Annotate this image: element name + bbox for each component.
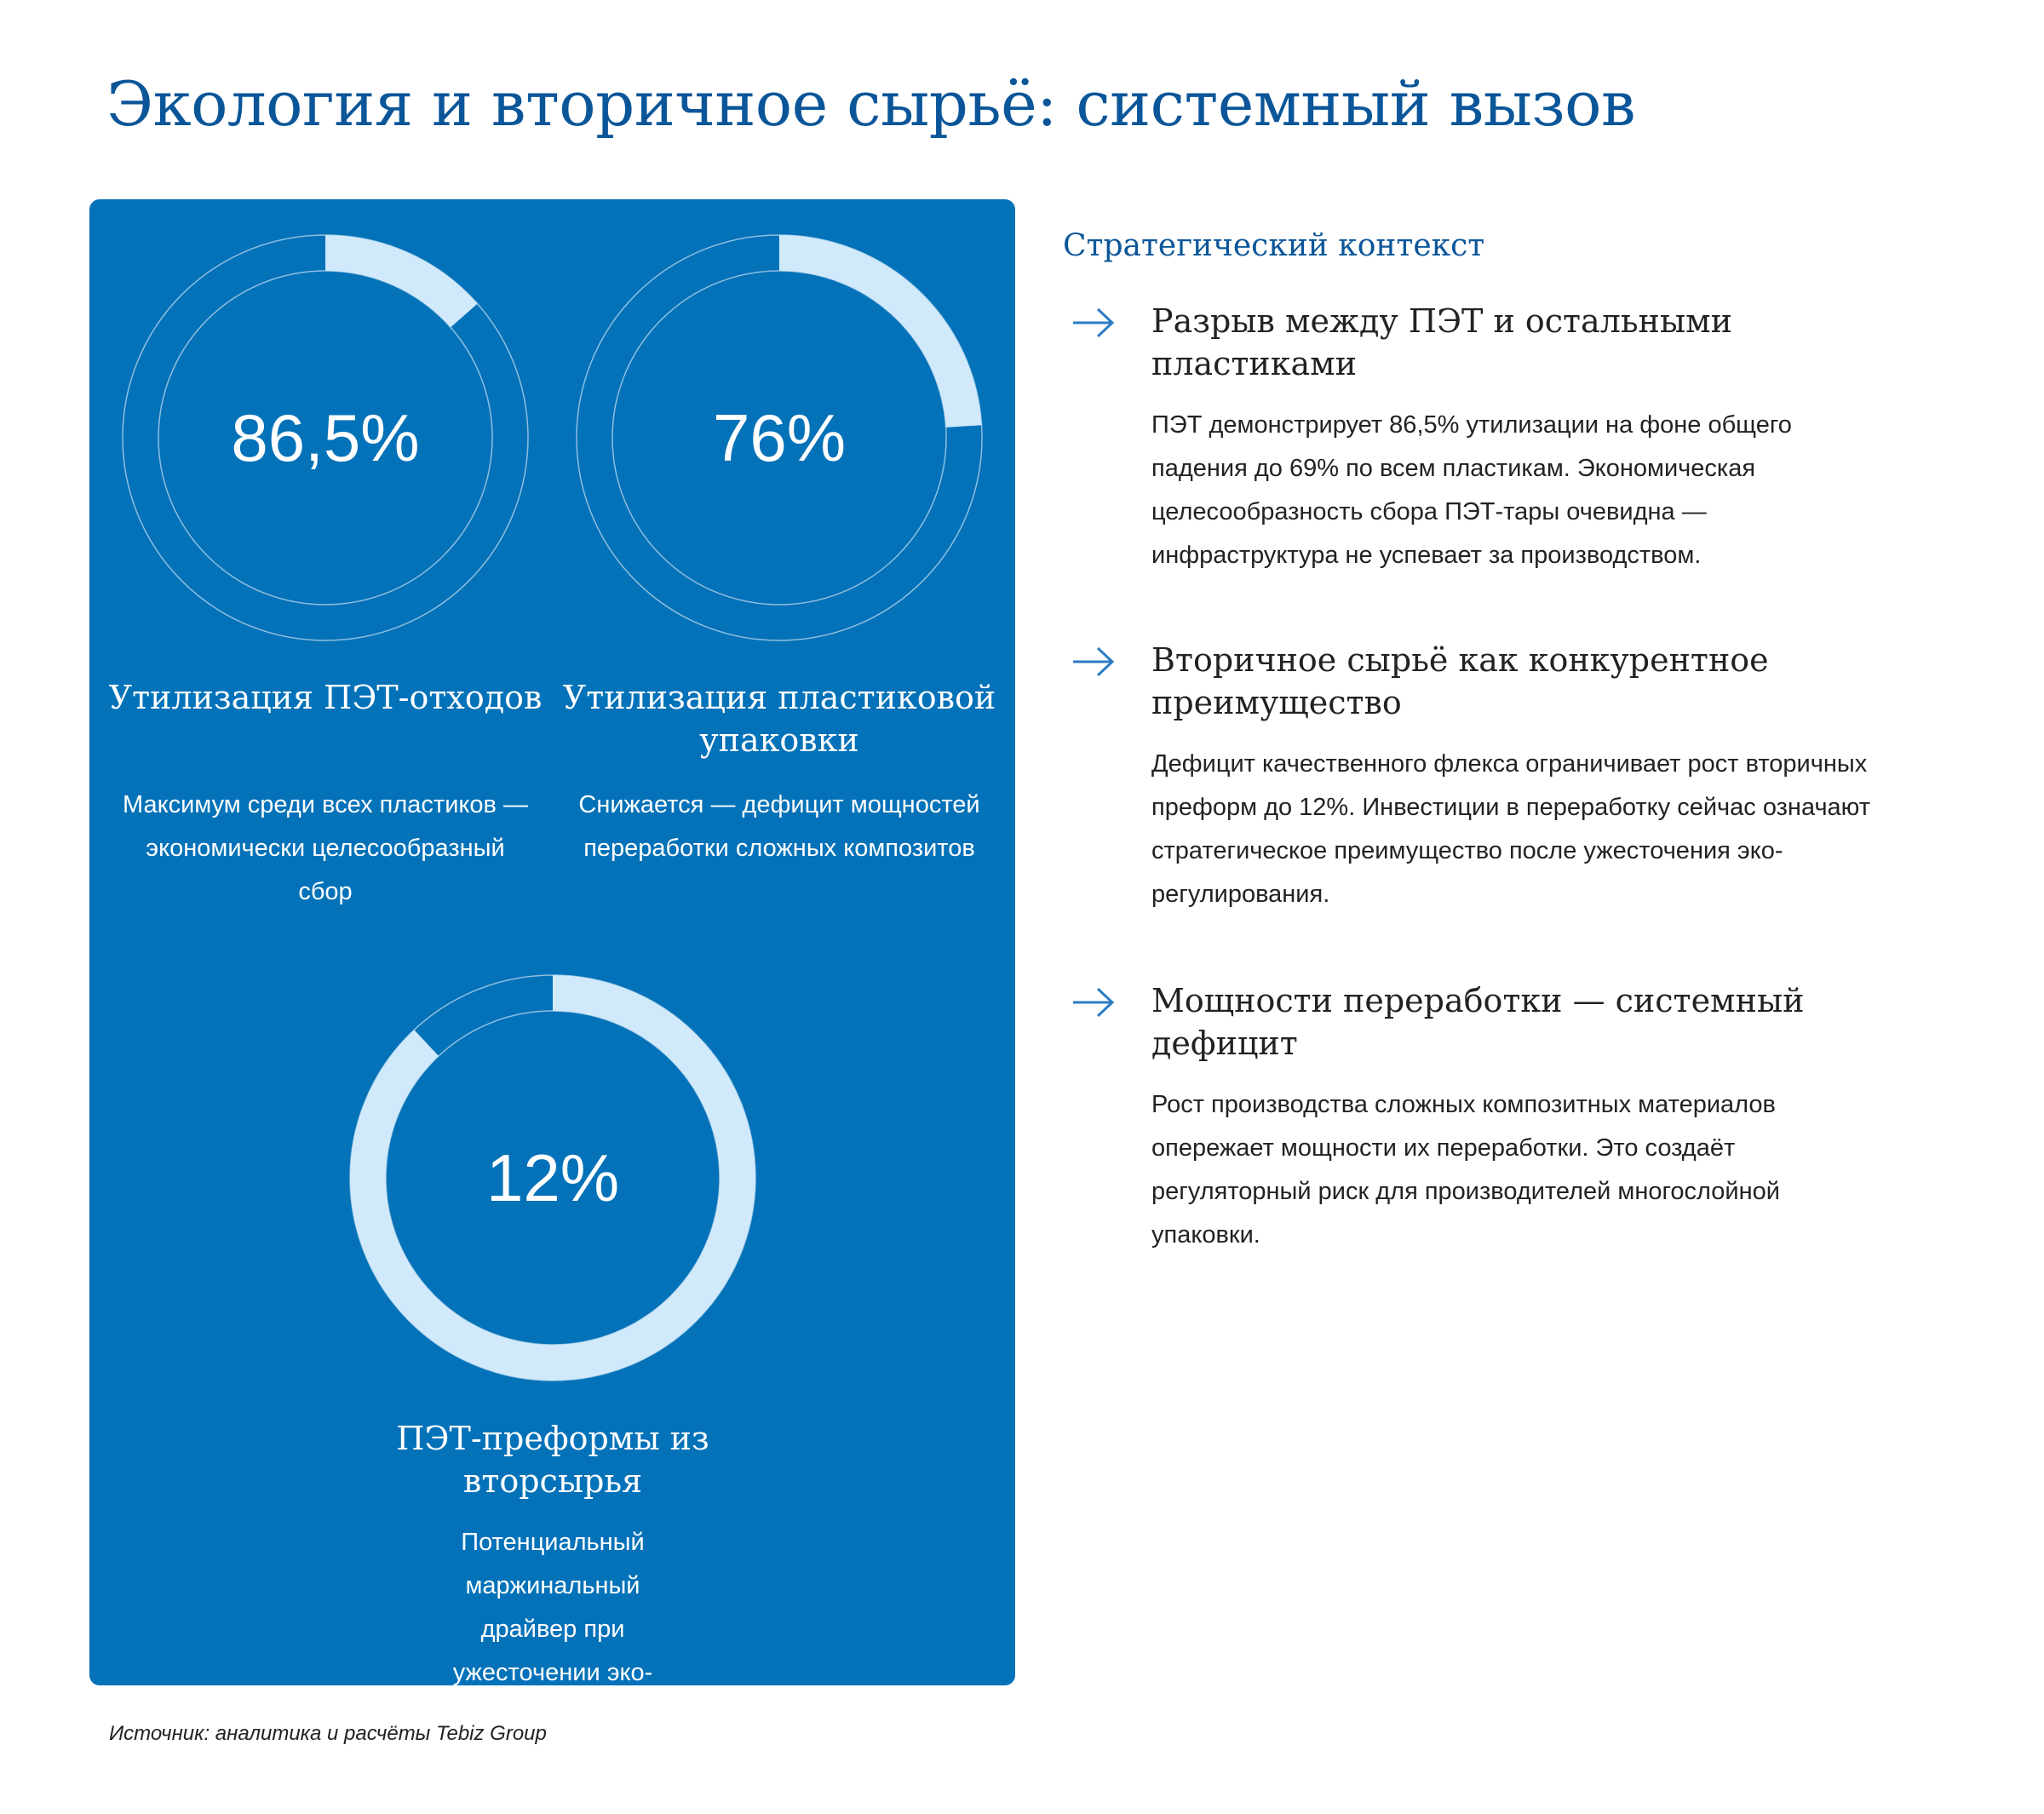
ring-graphic xyxy=(576,234,983,641)
ring-fill-arc xyxy=(350,975,755,1381)
metric-pet-preforms: 12% ПЭТ-преформы из вторсырья Потенциаль… xyxy=(89,940,1015,1730)
point-title: Разрыв между ПЭТ и остальными пластиками xyxy=(1151,302,1732,382)
metric-value: 86,5% xyxy=(231,399,420,475)
source-note: Источник: аналитика и расчёты Tebiz Grou… xyxy=(109,1722,547,1745)
metric-pet-waste: 86,5% Утилизация ПЭТ-отходов Максимум ср… xyxy=(89,199,552,932)
ring-graphic xyxy=(349,974,756,1381)
arrow-right-icon xyxy=(1073,307,1115,338)
point-text: ПЭТ демонстрирует 86,5% утилизации на фо… xyxy=(1151,411,1792,569)
progress-ring: 86,5% xyxy=(121,233,530,642)
metrics-panel: 86,5% Утилизация ПЭТ-отходов Максимум ср… xyxy=(89,199,1015,1730)
metric-value: 12% xyxy=(485,1139,620,1215)
page-title: Экология и вторичное сырьё: системный вы… xyxy=(106,68,1636,140)
metric-description: Снижается — дефицит мощностей переработк… xyxy=(578,791,980,862)
point-title: Вторичное сырьё как конкурентное преимущ… xyxy=(1151,641,1769,721)
point-text: Рост производства сложных композитных ма… xyxy=(1151,1091,1780,1249)
context-point: Вторичное сырьё как конкурентное преимущ… xyxy=(1071,639,1889,928)
metric-title: ПЭТ-преформы из вторсырья xyxy=(396,1420,709,1500)
point-title: Мощности переработки — системный дефицит xyxy=(1151,982,1805,1062)
arrow-right-icon xyxy=(1073,646,1115,677)
context-heading: Стратегический контекст xyxy=(1063,228,1485,263)
metric-description: Потенциальный маржинальный драйвер при у… xyxy=(452,1529,653,1730)
metric-title: Утилизация ПЭТ-отходов xyxy=(108,679,543,716)
progress-ring: 76% xyxy=(575,233,984,642)
metric-plastic-packaging: 76% Утилизация пластиковой упаковки Сниж… xyxy=(552,199,1015,932)
context-point: Разрыв между ПЭТ и остальными пластиками… xyxy=(1071,300,1889,589)
metric-title: Утилизация пластиковой упаковки xyxy=(562,679,996,759)
point-text: Дефицит качественного флекса ограничивае… xyxy=(1151,750,1871,908)
ring-graphic xyxy=(122,234,529,641)
progress-ring: 12% xyxy=(348,973,757,1382)
ring-fill-arc xyxy=(123,235,528,640)
metric-description: Максимум среди всех пластиков — экономич… xyxy=(122,791,529,905)
context-point: Мощности переработки — системный дефицит… xyxy=(1071,979,1889,1269)
arrow-right-icon xyxy=(1073,987,1115,1018)
metric-value: 76% xyxy=(712,399,847,475)
ring-fill-arc xyxy=(577,235,982,640)
